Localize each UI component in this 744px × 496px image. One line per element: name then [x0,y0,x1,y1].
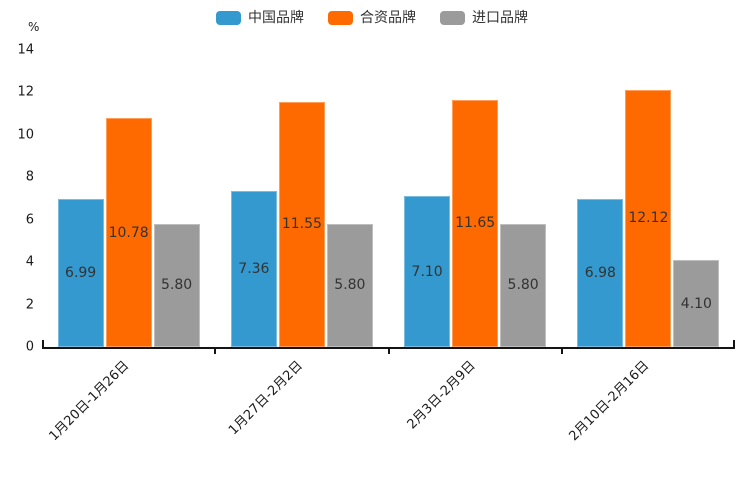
bar-china-brand-1: 6.99 [57,198,104,347]
legend-item-joint-venture-brand[interactable]: 合资品牌 [328,11,416,25]
y-tick-label: 8 [25,169,34,185]
bar-value-label: 5.80 [161,277,193,294]
legend-swatch-joint-venture-brand [328,11,353,25]
legend-swatch-china-brand [216,11,241,25]
legend-label: 中国品牌 [248,10,304,26]
bar-import-brand-4: 4.10 [673,260,720,347]
bar-china-brand-3: 7.10 [404,196,451,347]
x-axis-tick [560,347,563,354]
bar-china-brand-4: 6.98 [577,198,624,347]
bar-value-label: 6.99 [65,264,97,281]
bar-import-brand-3: 5.80 [500,223,547,347]
y-tick-label: 12 [17,84,34,100]
bar-value-label: 7.36 [238,260,270,277]
x-axis-label: 1月20日-1月26日 [46,358,133,445]
bar-value-label: 5.80 [507,277,539,294]
bar-value-label: 6.98 [584,264,616,281]
bar-group-3: 7.10 11.65 5.80 [389,50,562,347]
bar-value-label: 11.65 [455,215,496,232]
y-tick-label: 14 [17,42,34,58]
legend-item-china-brand[interactable]: 中国品牌 [216,11,304,25]
bar-value-label: 11.55 [281,216,322,233]
bar-joint-venture-brand-2: 11.55 [278,101,325,347]
y-tick-label: 10 [17,127,34,143]
bar-value-label: 12.12 [628,210,669,227]
x-axis-label: 2月3日-2月9日 [404,358,480,433]
y-axis-unit-label: % [28,20,40,34]
bar-joint-venture-brand-4: 12.12 [625,89,672,347]
y-tick-label: 2 [25,297,34,313]
x-axis-tick [214,347,217,354]
legend-label: 合资品牌 [360,10,416,26]
legend-item-import-brand[interactable]: 进口品牌 [440,11,528,25]
bar-group-4: 6.98 12.12 4.10 [562,50,735,347]
x-axis-right-endcap [733,340,735,347]
y-tick-label: 6 [25,212,34,228]
legend: 中国品牌 合资品牌 进口品牌 [0,7,744,29]
x-axis-label: 1月27日-2月2日 [225,358,306,439]
bar-value-label: 7.10 [411,263,443,280]
x-axis-left-endcap [42,340,44,347]
y-axis: 0 2 4 6 8 10 12 14 [0,44,34,354]
x-axis-label: 2月10日-2月16日 [566,358,653,445]
y-tick-label: 0 [25,339,34,355]
legend-swatch-import-brand [440,11,465,25]
bar-group-2: 7.36 11.55 5.80 [215,50,388,347]
bar-value-label: 10.78 [108,224,149,241]
bar-joint-venture-brand-1: 10.78 [105,118,152,347]
bars-row: 6.99 10.78 5.80 7.36 11.55 5.80 7.10 11.65 5.80 6… [42,50,735,347]
bar-joint-venture-brand-3: 11.65 [452,99,499,347]
bar-value-label: 4.10 [680,295,712,312]
bar-china-brand-2: 7.36 [230,190,277,347]
bar-group-1: 6.99 10.78 5.80 [42,50,215,347]
bar-value-label: 5.80 [334,277,366,294]
plot-area: 6.99 10.78 5.80 7.36 11.55 5.80 7.10 11.65 5.80 6… [42,50,735,444]
x-axis-tick [387,347,390,354]
bar-import-brand-2: 5.80 [326,223,373,347]
y-tick-label: 4 [25,254,34,270]
legend-label: 进口品牌 [472,10,528,26]
bar-import-brand-1: 5.80 [153,223,200,347]
